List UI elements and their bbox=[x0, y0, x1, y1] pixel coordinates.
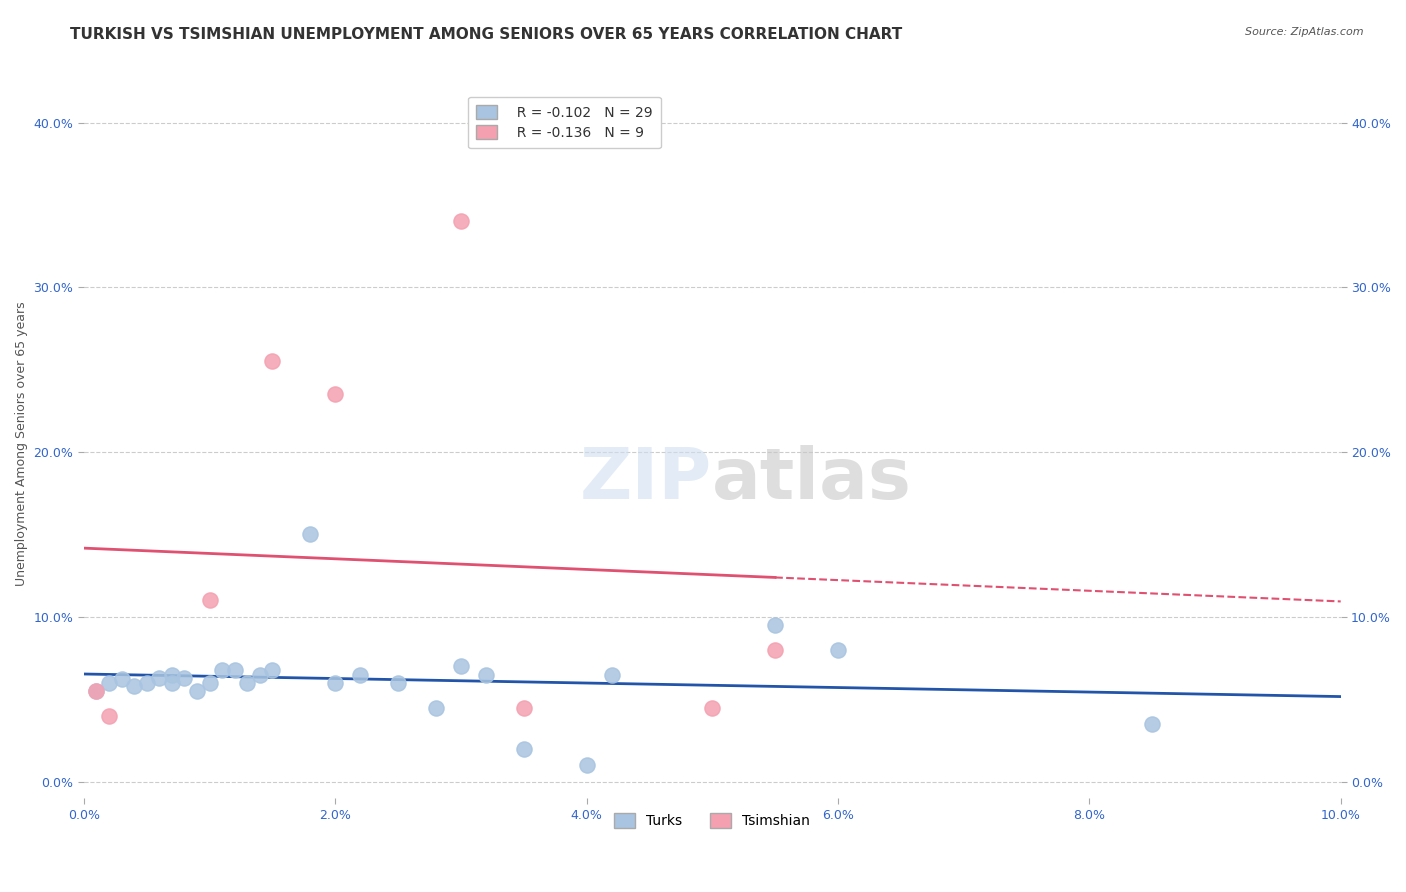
Point bbox=[160, 675, 183, 690]
Point bbox=[211, 663, 233, 677]
Point bbox=[513, 700, 536, 714]
Point bbox=[98, 708, 121, 723]
Point bbox=[98, 675, 121, 690]
Point bbox=[349, 667, 371, 681]
Point bbox=[224, 663, 246, 677]
Point bbox=[575, 758, 598, 772]
Point bbox=[323, 387, 346, 401]
Point bbox=[600, 667, 623, 681]
Point bbox=[86, 684, 108, 698]
Point bbox=[86, 684, 108, 698]
Point bbox=[148, 671, 170, 685]
Point bbox=[173, 671, 195, 685]
Point bbox=[198, 593, 221, 607]
Point bbox=[299, 527, 322, 541]
Point bbox=[513, 741, 536, 756]
Point bbox=[827, 643, 849, 657]
Point bbox=[198, 675, 221, 690]
Point bbox=[425, 700, 447, 714]
Point bbox=[249, 667, 271, 681]
Point bbox=[1140, 717, 1163, 731]
Point bbox=[323, 675, 346, 690]
Text: TURKISH VS TSIMSHIAN UNEMPLOYMENT AMONG SENIORS OVER 65 YEARS CORRELATION CHART: TURKISH VS TSIMSHIAN UNEMPLOYMENT AMONG … bbox=[70, 27, 903, 42]
Text: ZIP: ZIP bbox=[581, 445, 713, 514]
Point bbox=[186, 684, 208, 698]
Point bbox=[262, 663, 284, 677]
Text: Source: ZipAtlas.com: Source: ZipAtlas.com bbox=[1246, 27, 1364, 37]
Point bbox=[475, 667, 498, 681]
Point bbox=[160, 667, 183, 681]
Point bbox=[763, 618, 786, 632]
Point bbox=[450, 214, 472, 228]
Point bbox=[110, 673, 132, 687]
Point bbox=[702, 700, 724, 714]
Y-axis label: Unemployment Among Seniors over 65 years: Unemployment Among Seniors over 65 years bbox=[15, 301, 28, 586]
Point bbox=[763, 643, 786, 657]
Point bbox=[122, 679, 145, 693]
Legend: Turks, Tsimshian: Turks, Tsimshian bbox=[609, 808, 815, 834]
Point bbox=[450, 659, 472, 673]
Point bbox=[236, 675, 259, 690]
Text: atlas: atlas bbox=[713, 445, 912, 514]
Point bbox=[135, 675, 157, 690]
Point bbox=[262, 354, 284, 368]
Point bbox=[387, 675, 409, 690]
